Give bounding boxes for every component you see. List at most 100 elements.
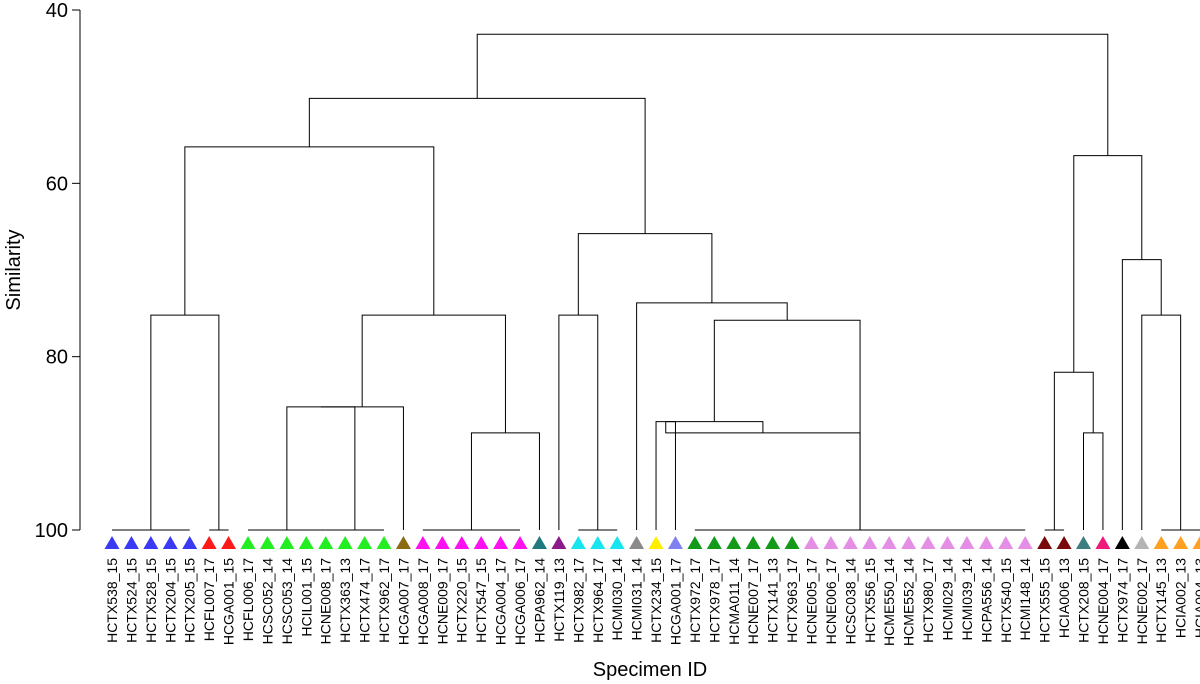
leaf-label: HCTX982_17	[570, 558, 586, 643]
leaf-label: HCTX540_15	[998, 558, 1014, 643]
leaf-label: HCTX204_15	[162, 558, 178, 643]
leaf-marker	[298, 536, 314, 549]
leaf-label: HCGA001_17	[667, 558, 683, 645]
leaf-marker	[531, 536, 547, 549]
leaf-label: HCTX119_13	[551, 558, 567, 642]
leaf-label: HCME550_14	[881, 558, 897, 646]
leaf-label: HCGA007_17	[395, 558, 411, 645]
leaf-marker	[765, 536, 781, 549]
dendrogram-link	[320, 406, 404, 530]
leaf-marker	[667, 536, 683, 549]
leaf-label: HCTX145_13	[1153, 558, 1169, 643]
leaf-marker	[803, 536, 819, 549]
leaf-label: HCNE002_17	[1134, 558, 1150, 645]
dendrogram-links	[112, 33, 1200, 531]
leaf-label: HCTX538_15	[104, 558, 120, 643]
leaf-label: HCTX524_15	[123, 558, 139, 643]
dendrogram-link	[713, 319, 861, 530]
leaf-label: HCNE008_17	[318, 558, 334, 645]
leaf-marker	[104, 536, 120, 549]
leaf-marker	[978, 536, 994, 549]
leaf-marker	[687, 536, 703, 549]
leaf-labels: HCTX538_15 HCTX524_15 HCTX528_15 HCTX204_15…	[104, 558, 1200, 646]
leaf-label: HCIA004_13	[1192, 558, 1200, 638]
leaf-label: HCTX964_17	[590, 558, 606, 643]
leaf-marker	[998, 536, 1014, 549]
leaf-marker	[706, 536, 722, 549]
leaf-marker	[434, 536, 450, 549]
leaf-marker	[162, 536, 178, 549]
leaf-marker	[570, 536, 586, 549]
leaf-marker	[1192, 536, 1200, 549]
dendrogram-link	[308, 97, 646, 234]
dendrogram-link	[665, 421, 861, 530]
leaf-marker	[1114, 536, 1130, 549]
leaf-marker	[493, 536, 509, 549]
leaf-label: HCME552_14	[901, 558, 917, 646]
y-tick-label: 100	[35, 520, 68, 542]
leaf-label: HCNE009_17	[434, 558, 450, 645]
dendrogram-link	[1073, 155, 1143, 373]
leaf-marker	[901, 536, 917, 549]
leaf-label: HCNE007_17	[745, 558, 761, 645]
leaf-marker	[629, 536, 645, 549]
leaf-marker	[823, 536, 839, 549]
leaf-marker	[881, 536, 897, 549]
leaf-marker	[221, 536, 237, 549]
leaf-label: HCIL001_15	[298, 558, 314, 637]
leaf-label: HCTX556_15	[862, 558, 878, 643]
leaf-label: HCSC038_14	[842, 558, 858, 645]
leaf-label: HCMA011_14	[726, 558, 742, 645]
leaf-marker	[842, 536, 858, 549]
leaf-label: HCTX363_13	[337, 558, 353, 643]
leaf-label: HCMI030_14	[609, 558, 625, 641]
dendrogram-link	[636, 302, 788, 530]
dendrogram-link	[1141, 314, 1182, 530]
leaf-marker	[1173, 536, 1189, 549]
leaf-label: HCSC053_14	[279, 558, 295, 645]
leaf-label: HCTX555_15	[1037, 558, 1053, 643]
leaf-label: HCNE005_17	[803, 558, 819, 645]
leaf-label: HCTX141_13	[765, 558, 781, 643]
leaf-label: HCNE004_17	[1095, 558, 1111, 645]
dendrogram-link	[184, 146, 435, 316]
leaf-marker	[920, 536, 936, 549]
leaf-label: HCTX974_17	[1114, 558, 1130, 643]
dendrogram-link	[558, 314, 599, 530]
leaf-markers	[104, 536, 1200, 549]
leaf-label: HCMI029_14	[939, 558, 955, 641]
leaf-marker	[240, 536, 256, 549]
leaf-label: HCTX978_17	[706, 558, 722, 643]
leaf-marker	[376, 536, 392, 549]
leaf-marker	[357, 536, 373, 549]
leaf-label: HCPA962_14	[531, 558, 547, 643]
leaf-label: HCPA556_14	[978, 558, 994, 643]
leaf-label: HCGA006_17	[512, 558, 528, 645]
leaf-label: HCTX220_15	[454, 558, 470, 643]
leaf-marker	[1076, 536, 1091, 549]
leaf-marker	[415, 536, 431, 549]
dendrogram-link	[470, 432, 540, 530]
leaf-marker	[862, 536, 878, 549]
dendrogram-link	[286, 406, 356, 530]
dendrogram-link	[1083, 432, 1104, 530]
leaf-marker	[1134, 536, 1150, 549]
leaf-marker	[512, 536, 528, 549]
leaf-label: HCTX962_17	[376, 558, 392, 643]
y-tick-label: 60	[46, 173, 68, 195]
leaf-label: HCTX528_15	[143, 558, 159, 643]
leaf-marker	[745, 536, 761, 549]
leaf-label: HCTX234_15	[648, 558, 664, 643]
leaf-label: HCGA004_17	[493, 558, 509, 645]
leaf-marker	[473, 536, 489, 549]
leaf-label: HCFL006_17	[240, 558, 256, 641]
leaf-marker	[143, 536, 159, 549]
leaf-label: HCTX972_17	[687, 558, 703, 643]
leaf-label: HCIA006_13	[1056, 558, 1072, 638]
leaf-marker	[259, 536, 275, 549]
y-tick-label: 80	[46, 347, 68, 369]
leaf-marker	[648, 536, 664, 549]
y-tick-label: 40	[46, 0, 68, 22]
dendrogram-link	[361, 314, 506, 433]
